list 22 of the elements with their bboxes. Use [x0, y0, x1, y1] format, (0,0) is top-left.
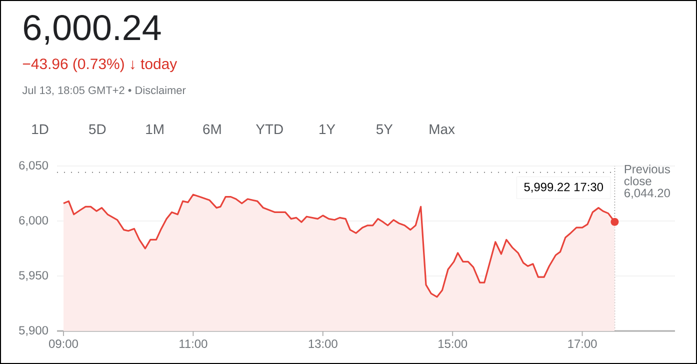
text: 1Y — [320, 124, 336, 134]
y-tick-label: 5,900 — [19, 326, 48, 336]
text: Jul 13, 18:05 GMT+2 • Disclaimer — [22, 86, 186, 96]
chart-subtitle: −43.96 (0.73%) ↓ today — [22, 58, 178, 72]
x-tick-label: 13:00 — [308, 340, 338, 348]
y-tick-label: 6,050 — [19, 161, 48, 171]
text: 5D — [89, 124, 106, 134]
text: 5Y — [376, 124, 393, 134]
text: YTD — [256, 124, 283, 134]
annotation: 5,999.22 17:30 — [524, 182, 604, 193]
ref-line-label: Previous close 6,044.20 — [624, 164, 670, 199]
x-tick-label: 15:00 — [438, 340, 468, 348]
x-tick-label: 11:00 — [180, 340, 208, 348]
text: 1M — [146, 124, 164, 134]
text: 6M — [203, 124, 221, 134]
x-tick-label: 09:00 — [49, 340, 78, 348]
text: Max — [430, 124, 455, 134]
x-tick-label: 17:00 — [568, 340, 597, 348]
y-tick-label: 5,950 — [19, 271, 48, 281]
y-tick-label: 6,000 — [19, 216, 48, 226]
text: 1D — [32, 124, 48, 134]
chart-title: 6,000.24 — [24, 14, 161, 45]
